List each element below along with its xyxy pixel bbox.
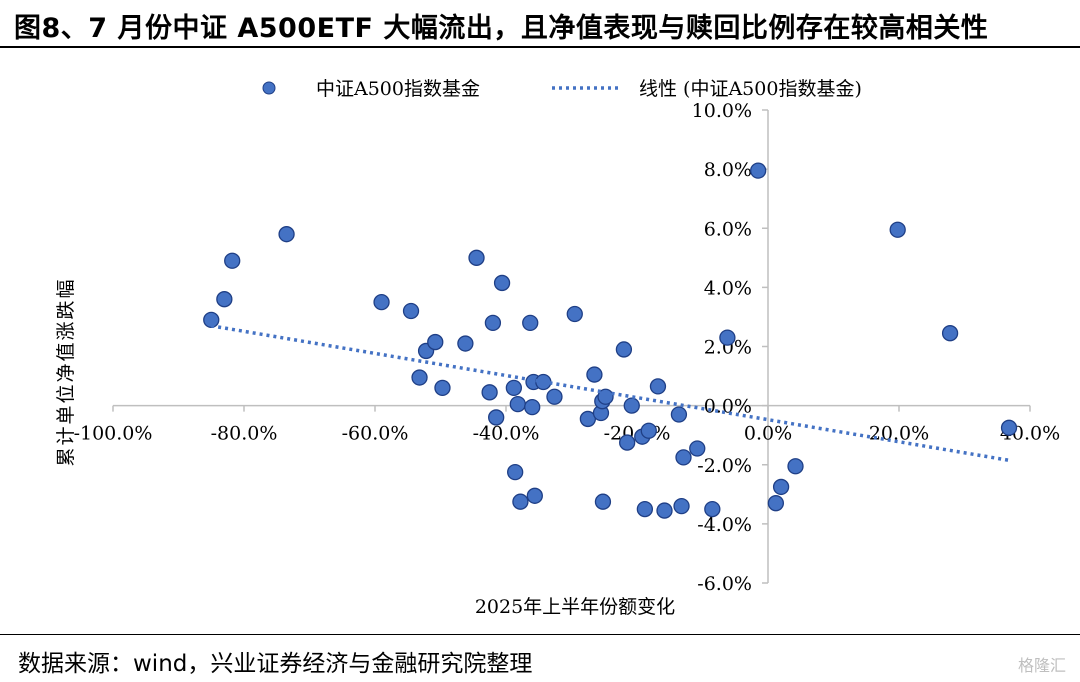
x-axis-label: 2025年上半年份额变化 (475, 596, 675, 618)
data-point (522, 314, 539, 332)
data-point (505, 379, 523, 397)
data-point (512, 493, 529, 510)
x-tick-label: -100.0% (74, 423, 153, 445)
data-point (526, 487, 543, 504)
data-point (586, 366, 603, 383)
data-point (615, 341, 633, 358)
y-tick-label: 4.0% (704, 277, 752, 299)
axes: -100.0%-80.0%-60.0%-40.0%-20.0%0.0%20.0%… (74, 100, 1061, 595)
data-point (750, 162, 767, 179)
y-tick-label: 8.0% (704, 159, 752, 181)
data-point (216, 291, 233, 308)
watermark: 格隆汇 (1017, 656, 1066, 675)
data-point (649, 378, 667, 395)
data-point (767, 495, 785, 512)
data-point (524, 398, 541, 416)
x-tick-label: 20.0% (869, 423, 929, 445)
legend-label-scatter: 中证A500指数基金 (316, 78, 480, 100)
data-point (402, 302, 420, 320)
data-point (619, 434, 636, 451)
y-tick-label: 6.0% (704, 218, 752, 240)
data-point (640, 422, 657, 439)
y-tick-label: -2.0% (697, 455, 752, 477)
data-point (1000, 419, 1018, 436)
data-point (278, 226, 295, 243)
data-point (772, 478, 790, 496)
data-point (787, 458, 804, 475)
data-point (889, 221, 906, 238)
x-tick-label: 0.0% (744, 423, 792, 445)
data-point (203, 311, 220, 329)
data-point (427, 333, 444, 351)
data-point (509, 395, 526, 413)
data-point (224, 252, 241, 269)
data-point (507, 463, 524, 481)
data-point (673, 497, 690, 515)
trendline-group (210, 324, 1010, 463)
data-point (636, 500, 654, 518)
x-tick-label: -80.0% (211, 423, 278, 445)
data-point (493, 274, 511, 292)
y-tick-label: -4.0% (697, 514, 752, 536)
x-tick-label: -40.0% (473, 423, 540, 445)
y-tick-label: 2.0% (704, 337, 752, 359)
data-point (597, 388, 614, 405)
data-point (373, 294, 390, 311)
x-tick-label: -60.0% (342, 423, 409, 445)
legend: 中证A500指数基金 线性 (中证A500指数基金) (262, 78, 862, 100)
data-point (675, 449, 692, 466)
data-point (623, 397, 640, 414)
trendline (210, 324, 1010, 463)
chart-title: 图8、7 月份中证 A500ETF 大幅流出，且净值表现与赎回比例存在较高相关性 (14, 13, 989, 44)
data-point (546, 388, 563, 405)
y-tick-label: -6.0% (697, 573, 752, 595)
y-tick-label: 10.0% (692, 100, 752, 122)
legend-label-trend: 线性 (中证A500指数基金) (639, 78, 862, 100)
data-point (704, 500, 721, 518)
data-point (941, 325, 959, 342)
data-point (719, 329, 736, 346)
data-point (468, 249, 485, 266)
data-point (481, 384, 498, 401)
source-note: 数据来源：wind，兴业证券经济与金融研究院整理 (18, 651, 533, 677)
data-point (689, 440, 706, 457)
y-axis-label: 累计单位净值涨跌幅 (55, 277, 77, 466)
data-point (457, 335, 474, 352)
data-point (566, 305, 583, 323)
data-point (488, 409, 505, 426)
title-bar: 图8、7 月份中证 A500ETF 大幅流出，且净值表现与赎回比例存在较高相关性 (0, 0, 1080, 48)
data-point (484, 314, 502, 332)
data-point (434, 379, 451, 397)
data-points (203, 162, 1018, 519)
footer-divider (0, 634, 1080, 635)
legend-marker-scatter (262, 81, 276, 95)
data-point (411, 369, 428, 386)
data-point (670, 406, 688, 423)
data-point (656, 502, 673, 519)
data-point (594, 493, 612, 510)
